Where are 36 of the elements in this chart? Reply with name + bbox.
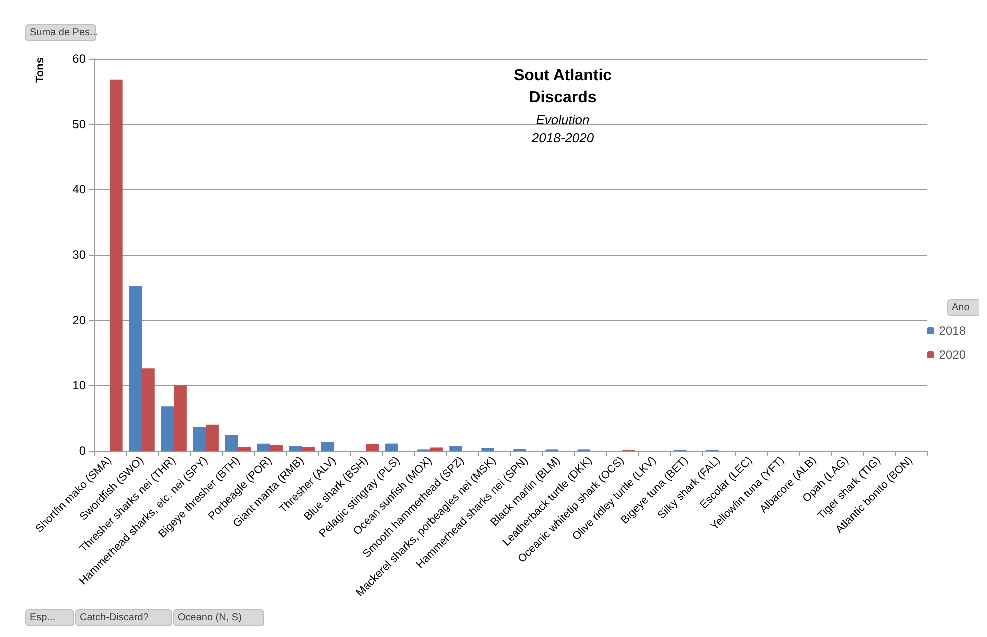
y-tick-label: 60 <box>72 52 86 66</box>
y-tick-label: 0 <box>79 444 86 458</box>
y-axis-title: Tons <box>34 58 46 83</box>
text: Evolution 2018-2020 <box>530 112 595 146</box>
y-tick-label: 50 <box>72 117 86 132</box>
bar <box>302 447 316 451</box>
bar <box>366 444 380 451</box>
bar <box>270 445 284 451</box>
legend-title: Ano <box>952 302 970 314</box>
bar <box>142 368 155 451</box>
y-tick-label: 10 <box>72 378 86 393</box>
text: Oceano (N, S) <box>178 612 242 624</box>
bar <box>238 447 251 451</box>
bar <box>110 80 123 451</box>
text: Sout Atlantic Discards <box>514 68 612 106</box>
y-tick-label: 40 <box>72 182 86 197</box>
bar <box>206 424 219 451</box>
bar <box>386 444 398 451</box>
bar <box>225 435 238 451</box>
bar <box>193 427 206 451</box>
bar <box>482 448 494 451</box>
bar <box>430 448 444 451</box>
bar <box>257 444 270 451</box>
bar <box>450 446 462 451</box>
legend-label: 2020 <box>939 348 966 362</box>
bar <box>161 406 174 451</box>
bar <box>289 446 302 451</box>
legend-label: 2018 <box>939 324 966 338</box>
bar <box>321 442 334 451</box>
text: Catch-Discard? <box>80 612 150 624</box>
bar <box>129 286 142 451</box>
y-tick-label: 20 <box>72 313 86 328</box>
text: Esp... <box>30 612 56 624</box>
y-tick-label: 30 <box>72 248 86 262</box>
bar <box>174 386 187 451</box>
text: Suma de Pes... <box>30 28 98 38</box>
